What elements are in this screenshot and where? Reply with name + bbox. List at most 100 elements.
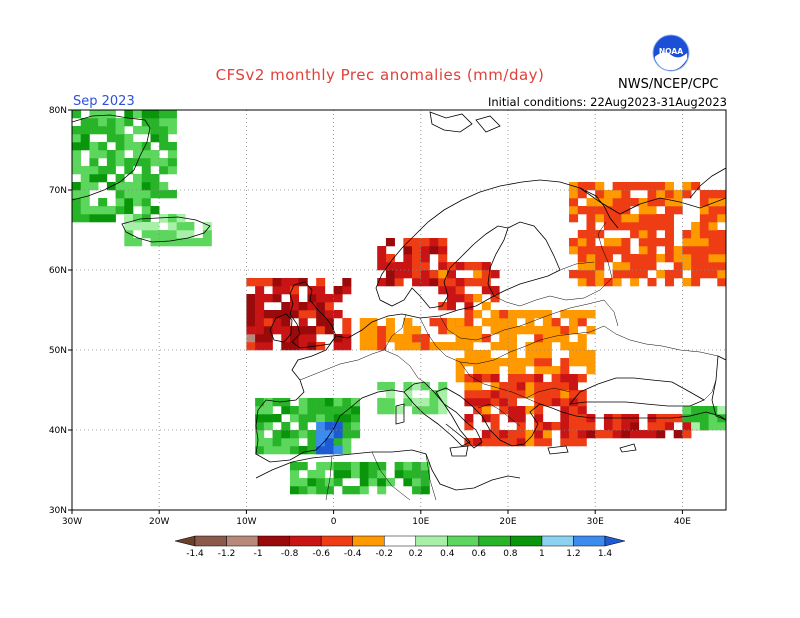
anomaly-cell [542, 398, 552, 407]
anomaly-cell [412, 470, 422, 479]
anomaly-cell [150, 110, 160, 119]
anomaly-cell [80, 134, 90, 143]
anomaly-cell [316, 406, 326, 415]
anomaly-cell [473, 398, 483, 407]
anomaly-cell [464, 302, 474, 311]
anomaly-cell [473, 310, 483, 319]
anomaly-cell [490, 398, 500, 407]
anomaly-cell [298, 334, 308, 343]
anomaly-cell [630, 230, 640, 239]
anomaly-cell [246, 334, 256, 343]
anomaly-cell [569, 206, 579, 215]
anomaly-cell [385, 318, 395, 327]
anomaly-cell [612, 214, 622, 223]
anomaly-cell [89, 158, 99, 167]
x-tick-label: 20W [149, 517, 169, 527]
anomaly-cell [106, 118, 116, 127]
anomaly-cell [473, 294, 483, 303]
anomaly-cell [324, 310, 334, 319]
anomaly-cell [560, 398, 570, 407]
anomaly-cell [708, 230, 718, 239]
anomaly-cell [263, 310, 273, 319]
anomaly-cell [255, 334, 265, 343]
anomaly-cell [124, 158, 134, 167]
anomaly-cell [420, 262, 430, 271]
anomaly-cell [673, 254, 683, 263]
anomaly-cell [612, 278, 622, 287]
anomaly-cell [141, 150, 151, 159]
anomaly-cell [603, 222, 613, 231]
anomaly-cell [359, 326, 369, 335]
anomaly-cell [333, 430, 343, 439]
colorbar-label: -0.8 [281, 549, 299, 559]
anomaly-cell [124, 190, 134, 199]
anomaly-cell [159, 142, 169, 151]
anomaly-cell [89, 126, 99, 135]
anomaly-cell [569, 390, 579, 399]
anomaly-cell [542, 326, 552, 335]
anomaly-cell [298, 318, 308, 327]
anomaly-cell [412, 262, 422, 271]
anomaly-cell [316, 398, 326, 407]
anomaly-cell [656, 238, 666, 247]
anomaly-cell [290, 446, 300, 455]
y-tick-label: 80N [49, 106, 67, 116]
anomaly-cell [351, 398, 361, 407]
anomaly-cell [455, 262, 465, 271]
anomaly-cell [664, 190, 674, 199]
anomaly-cell [307, 326, 317, 335]
anomaly-cell [333, 406, 343, 415]
y-tick-label: 40N [49, 426, 67, 436]
anomaly-cell [98, 142, 108, 151]
anomaly-cell [586, 222, 596, 231]
anomaly-cell [438, 262, 448, 271]
colorbar-swatch [257, 535, 290, 547]
anomaly-cell [333, 422, 343, 431]
anomaly-cell [115, 150, 125, 159]
anomaly-cell [115, 134, 125, 143]
anomaly-cell [612, 422, 622, 431]
anomaly-cell [298, 430, 308, 439]
anomaly-cell [272, 278, 282, 287]
anomaly-cell [429, 270, 439, 279]
anomaly-cell [508, 334, 518, 343]
anomaly-cell [499, 382, 509, 391]
anomaly-cell [603, 278, 613, 287]
anomaly-cell [72, 166, 82, 175]
anomaly-cell [569, 422, 579, 431]
anomaly-cell [525, 326, 535, 335]
anomaly-cell [595, 182, 605, 191]
anomaly-cell [307, 294, 317, 303]
anomaly-cell [464, 262, 474, 271]
anomaly-cell [595, 270, 605, 279]
anomaly-cell [394, 470, 404, 479]
anomaly-cell [255, 302, 265, 311]
anomaly-cell [481, 406, 491, 415]
anomaly-cell [298, 422, 308, 431]
anomaly-cell [351, 486, 361, 495]
anomaly-cell [708, 238, 718, 247]
anomaly-cell [621, 262, 631, 271]
anomaly-cell [159, 158, 169, 167]
anomaly-cell [80, 214, 90, 223]
anomaly-cell [490, 374, 500, 383]
anomaly-cell [525, 358, 535, 367]
anomaly-cell [595, 190, 605, 199]
anomaly-cell [342, 462, 352, 471]
anomaly-cell [534, 438, 544, 447]
anomaly-cell [106, 214, 116, 223]
anomaly-cell [80, 206, 90, 215]
anomaly-cell [577, 206, 587, 215]
anomaly-cell [699, 262, 709, 271]
anomaly-cell [290, 486, 300, 495]
anomaly-cell [159, 166, 169, 175]
anomaly-cell [455, 286, 465, 295]
anomaly-cell [98, 118, 108, 127]
anomaly-cell [150, 126, 160, 135]
anomaly-cell [290, 286, 300, 295]
anomaly-cell [542, 310, 552, 319]
anomaly-cell [481, 334, 491, 343]
anomaly-cell [560, 366, 570, 375]
anomaly-cell [281, 422, 291, 431]
anomaly-cell [394, 270, 404, 279]
